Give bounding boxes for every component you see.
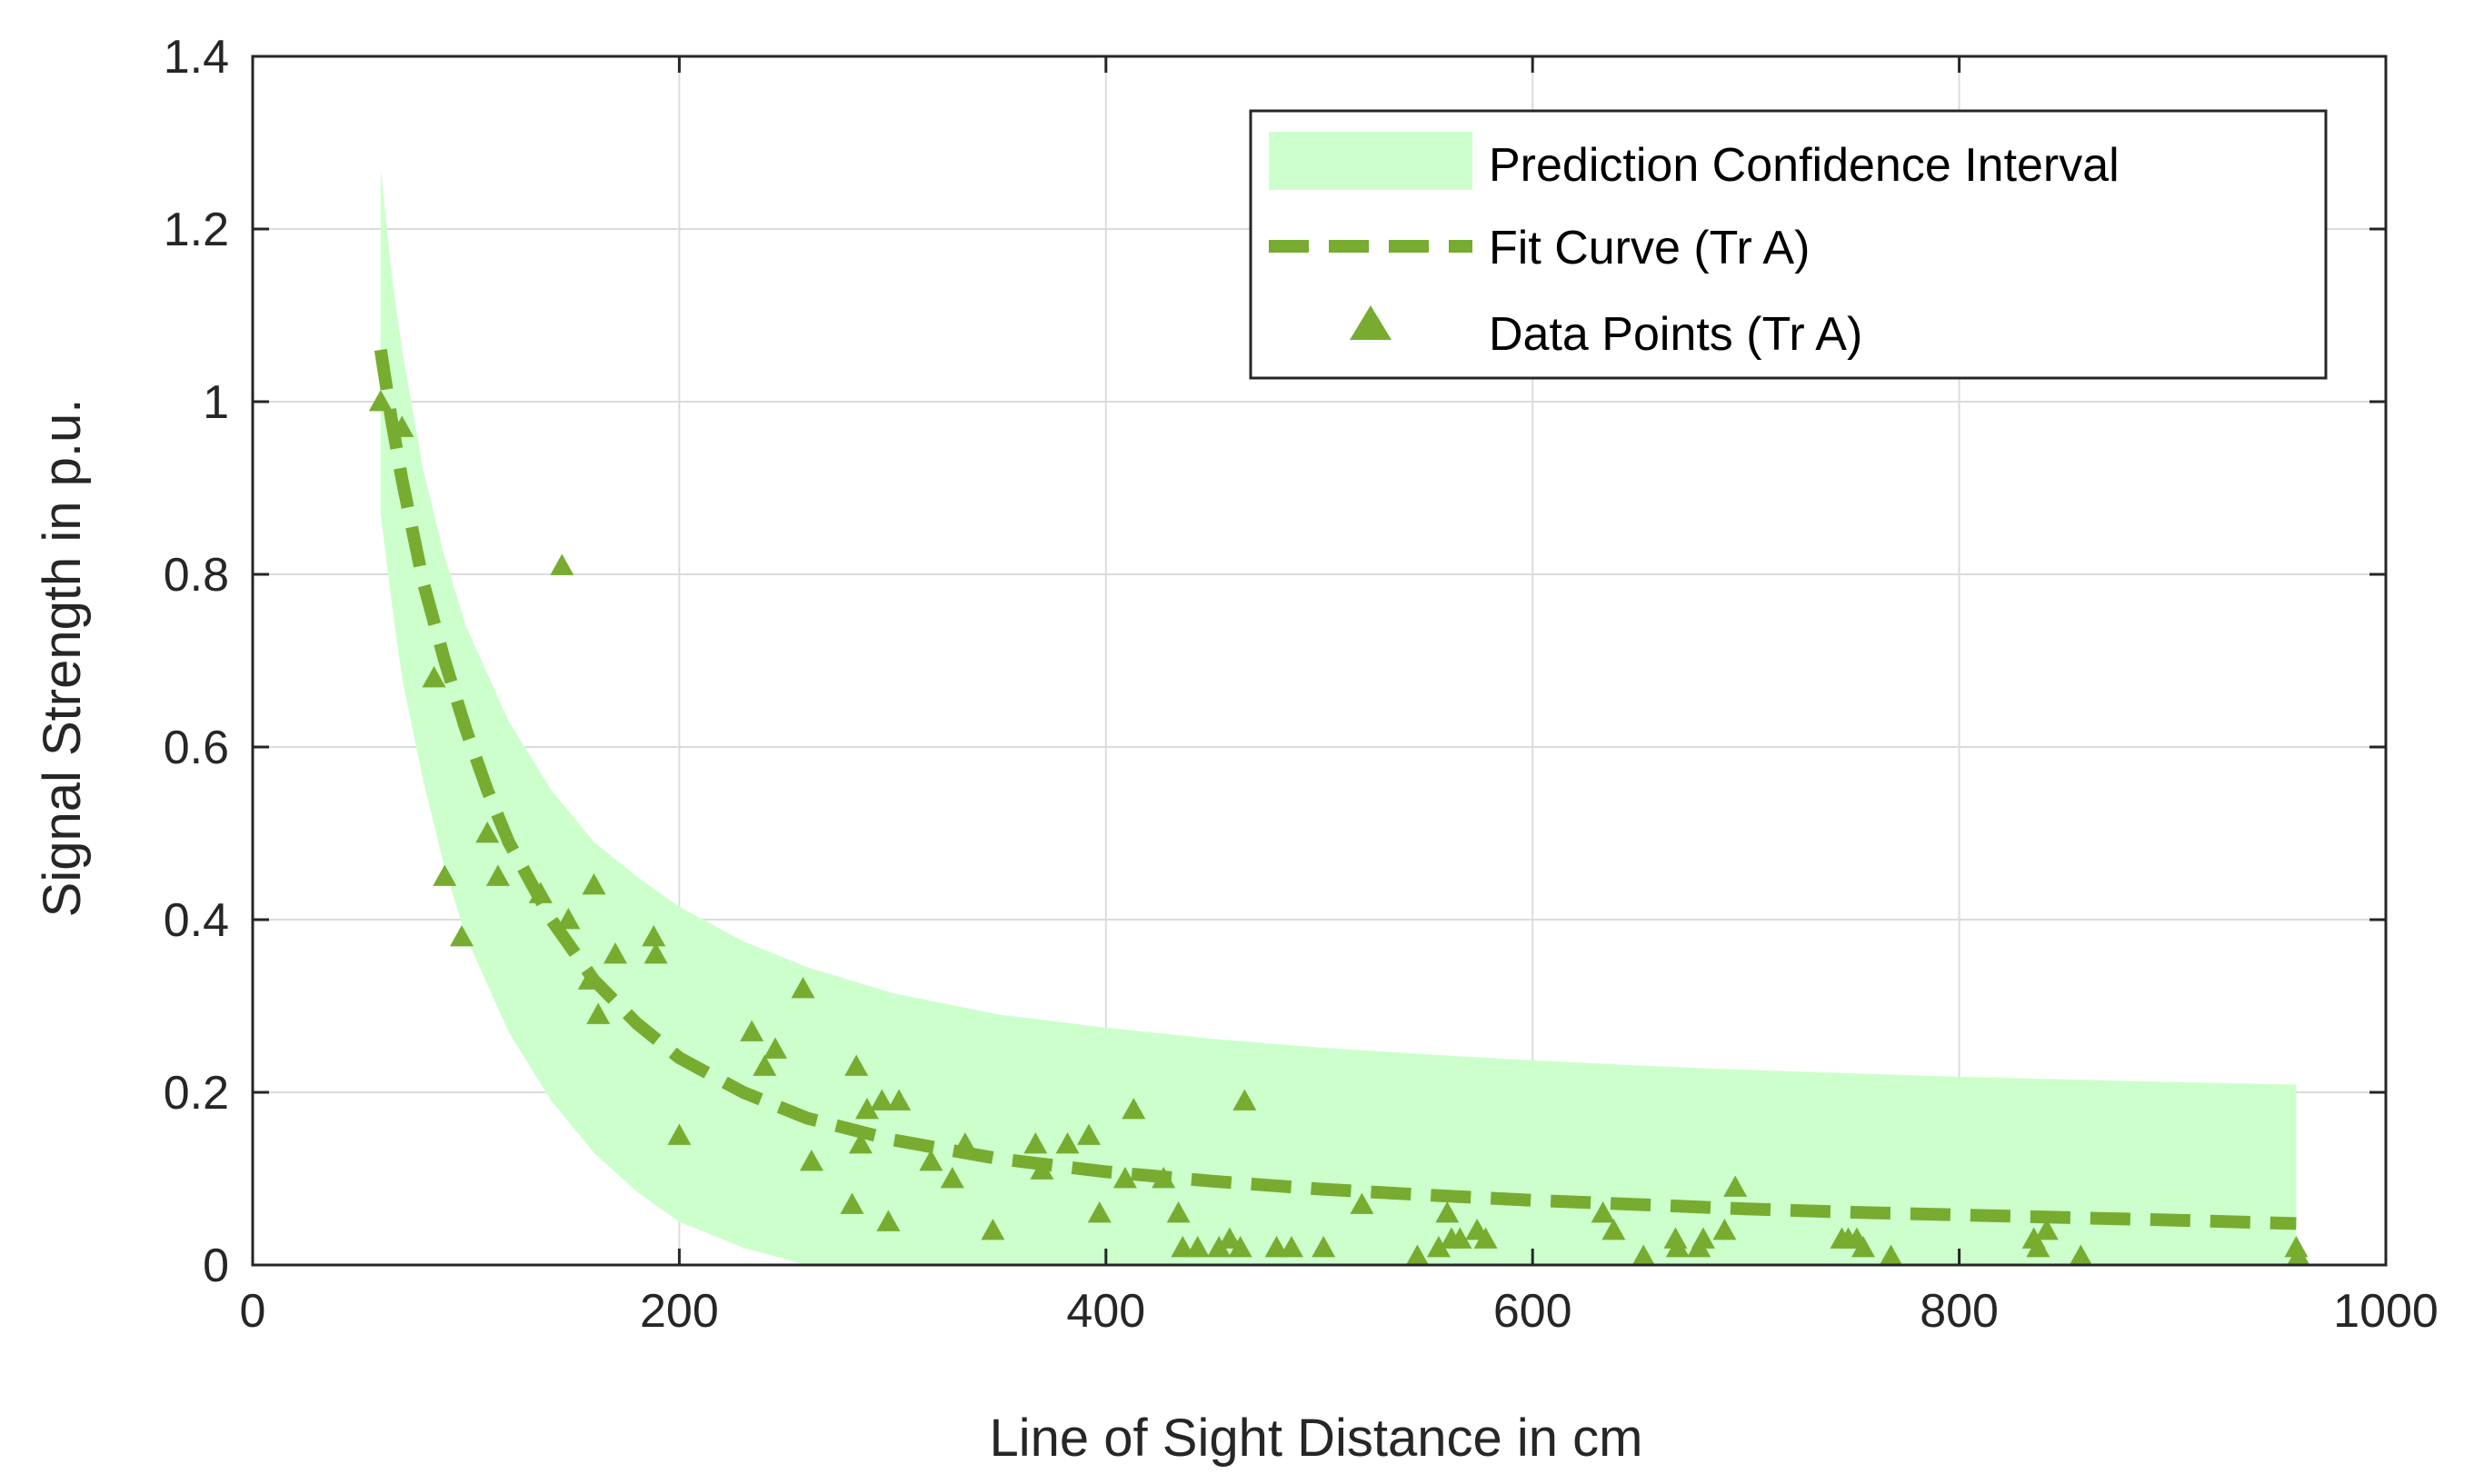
data-point <box>791 977 815 999</box>
data-point <box>1879 1244 1903 1266</box>
data-point <box>919 1150 943 1171</box>
legend-swatch-band <box>1269 132 1472 190</box>
axes-box <box>251 55 2388 1267</box>
data-point <box>1448 1227 1472 1249</box>
data-point <box>1435 1201 1460 1223</box>
data-point <box>2026 1236 2050 1258</box>
data-point <box>854 1098 879 1120</box>
data-point <box>981 1219 1005 1240</box>
data-point <box>1087 1201 1112 1223</box>
data-point <box>450 925 474 947</box>
data-point <box>556 908 581 930</box>
y-tick-label: 0.4 <box>164 894 229 947</box>
data-point <box>1591 1201 1615 1223</box>
y-tick-label: 0.6 <box>164 722 229 774</box>
data-point <box>422 666 446 688</box>
x-tick-label: 600 <box>1493 1285 1572 1338</box>
data-point <box>1279 1236 1303 1258</box>
legend-swatch-points <box>1350 305 1392 340</box>
y-tick-label: 1.4 <box>164 31 229 84</box>
data-point <box>887 1089 912 1111</box>
data-point <box>433 864 457 886</box>
data-point <box>740 1020 764 1041</box>
data-point <box>1665 1236 1690 1258</box>
data-point <box>1473 1227 1498 1249</box>
fit-curve <box>374 348 2297 1230</box>
x-tick-label: 0 <box>240 1285 266 1338</box>
data-point <box>485 864 510 886</box>
data-point <box>1023 1132 1048 1154</box>
x-tick-label: 800 <box>1920 1285 1999 1338</box>
data-point <box>1851 1236 1875 1258</box>
data-point <box>2286 1244 2310 1266</box>
data-point <box>1631 1244 1656 1266</box>
legend-label-points: Data Points (Tr A) <box>1489 308 1862 361</box>
data-point <box>1112 1167 1137 1189</box>
confidence-band <box>380 168 2297 1265</box>
data-point <box>1122 1098 1146 1120</box>
data-point <box>582 873 606 895</box>
data-point <box>643 942 668 964</box>
data-point <box>2069 1244 2093 1266</box>
y-tick-label: 0.2 <box>164 1067 229 1120</box>
y-tick-label: 1.2 <box>164 204 229 256</box>
axes <box>251 55 2388 1267</box>
data-point <box>1312 1236 1336 1258</box>
x-tick-label: 200 <box>640 1285 719 1338</box>
data-point <box>844 1054 869 1076</box>
data-point <box>1350 1192 1374 1214</box>
data-point <box>603 942 627 964</box>
legend-label-band: Prediction Confidence Interval <box>1489 139 2120 192</box>
tick-labels: 0 200 400 600 800 1000 0 0.2 0.4 0.6 0.8 1 1.2 1.4 <box>164 31 2439 1338</box>
data-point <box>1426 1236 1451 1258</box>
data-point <box>753 1054 777 1076</box>
plot-area <box>368 168 2310 1266</box>
data-point <box>1601 1219 1626 1240</box>
data-point <box>368 390 393 412</box>
data-point <box>763 1037 788 1059</box>
data-point <box>1723 1175 1748 1197</box>
data-point <box>2034 1219 2059 1240</box>
data-point <box>1405 1244 1430 1266</box>
data-point <box>1217 1227 1242 1249</box>
y-tick-label: 0.8 <box>164 549 229 602</box>
data-point <box>848 1132 873 1154</box>
x-tick-label: 1000 <box>2333 1285 2439 1338</box>
data-point <box>1691 1227 1715 1249</box>
data-point <box>1232 1089 1257 1111</box>
data-point <box>840 1192 864 1214</box>
legend: Prediction Confidence Interval Fit Curve… <box>1249 109 2328 380</box>
data-point <box>1228 1236 1252 1258</box>
data-point <box>876 1210 901 1231</box>
data-point <box>940 1167 964 1189</box>
x-axis-label: Line of Sight Distance in cm <box>990 1409 1643 1468</box>
y-axis-label: Signal Strength in p.u. <box>33 399 92 918</box>
data-point <box>667 1123 692 1145</box>
data-point <box>1712 1219 1737 1240</box>
data-point <box>1166 1201 1191 1223</box>
data-point <box>642 925 666 947</box>
data-point <box>586 1002 611 1024</box>
data-point <box>1171 1236 1195 1258</box>
data-point <box>475 822 500 843</box>
legend-label-fit: Fit Curve (Tr A) <box>1489 222 1810 274</box>
x-tick-label: 400 <box>1066 1285 1145 1338</box>
data-point <box>1264 1236 1289 1258</box>
data-point <box>1077 1123 1102 1145</box>
y-tick-label: 1 <box>203 376 229 429</box>
y-tick-label: 0 <box>203 1240 229 1292</box>
data-point <box>1055 1132 1080 1154</box>
data-point <box>799 1150 823 1171</box>
data-point <box>550 553 574 575</box>
data-point <box>1185 1236 1210 1258</box>
data-point <box>870 1089 894 1111</box>
